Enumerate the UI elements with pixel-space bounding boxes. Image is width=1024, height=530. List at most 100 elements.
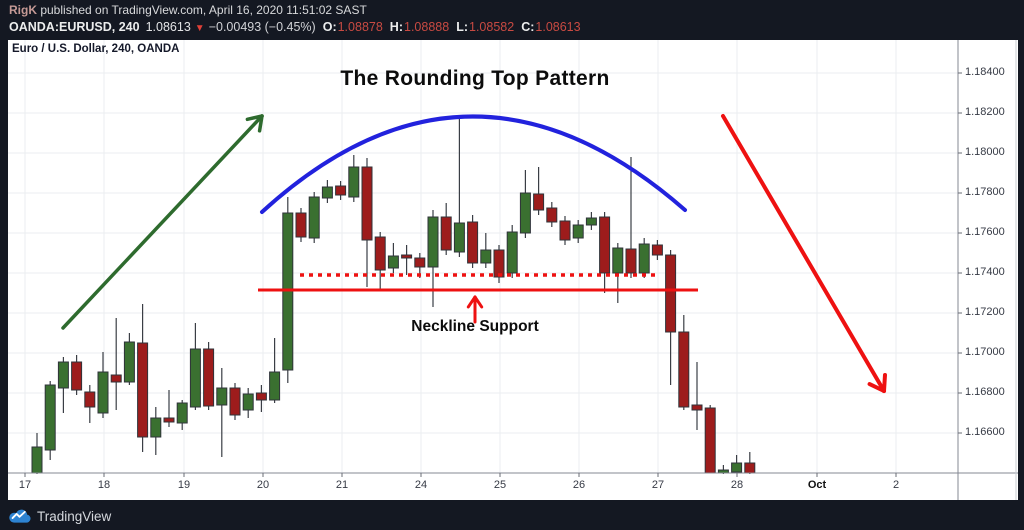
ohlc-value-2: 1.08582: [469, 20, 515, 34]
ohlc-label-2: L:: [456, 20, 468, 34]
rounding-top-arc: [260, 114, 687, 214]
annotations-layer: [61, 114, 887, 393]
candle: [625, 157, 637, 278]
top-info-bars: RigK published on TradingView.com, April…: [0, 0, 1024, 40]
candle: [269, 338, 281, 403]
chart-legend[interactable]: Euro / U.S. Dollar, 240, OANDA: [12, 43, 180, 55]
candle: [255, 385, 267, 412]
candle: [295, 208, 307, 242]
price-tick-label: 1.17600: [965, 226, 1005, 238]
candle: [374, 232, 386, 290]
candle: [150, 407, 162, 455]
candle: [731, 455, 743, 473]
tradingview-cloud-icon[interactable]: [8, 508, 31, 524]
candle: [612, 243, 624, 303]
price-tick-label: 1.17000: [965, 346, 1005, 358]
time-tick-label: 24: [414, 479, 428, 491]
price-tick-label: 1.18200: [965, 106, 1005, 118]
candle: [123, 333, 135, 385]
candle: [44, 381, 56, 460]
ohlc-label-3: C:: [521, 20, 535, 34]
axes-layer: [8, 40, 1018, 500]
candle: [427, 210, 439, 307]
last-price: 1.08613: [145, 20, 191, 34]
time-tick-label: 18: [97, 479, 111, 491]
candle: [585, 212, 597, 230]
candle: [401, 245, 413, 275]
ohlc-group: O:1.08878 H:1.08888 L:1.08582 C:1.08613: [316, 20, 581, 34]
candle: [467, 215, 479, 268]
time-tick-label: 26: [572, 479, 586, 491]
candle: [638, 238, 650, 278]
candle: [216, 368, 228, 457]
quote-bar: OANDA:EURUSD, 240 1.08613 ▼ −0.00493 (−0.45…: [9, 20, 581, 34]
time-tick-label: Oct: [807, 479, 827, 491]
candle: [387, 243, 399, 273]
candle: [704, 405, 716, 474]
symbol-label[interactable]: OANDA:EURUSD, 240: [9, 20, 140, 34]
time-tick-label: 19: [177, 479, 191, 491]
grid-layer: [8, 40, 958, 473]
price-tick-label: 1.18400: [965, 66, 1005, 78]
price-down-triangle-icon: ▼: [194, 23, 205, 34]
candle: [546, 202, 558, 227]
time-tick-label: 28: [730, 479, 744, 491]
candle: [506, 225, 518, 278]
time-tick-label: 17: [18, 479, 32, 491]
time-tick-label: 21: [335, 479, 349, 491]
candle: [665, 250, 677, 385]
candle: [71, 355, 83, 395]
time-tick-label: 2: [892, 479, 900, 491]
candles-layer: [31, 118, 756, 474]
author-name[interactable]: RigK: [9, 3, 37, 17]
downtrend-arrow: [721, 114, 887, 393]
support-pointer-arrow: [466, 295, 484, 324]
candle: [453, 118, 465, 257]
ohlc-label-1: H:: [389, 20, 403, 34]
tradingview-brand-text[interactable]: TradingView: [37, 508, 112, 524]
candle: [163, 390, 175, 427]
price-tick-label: 1.18000: [965, 146, 1005, 158]
pattern-title: The Rounding Top Pattern: [340, 67, 610, 90]
candle: [533, 167, 545, 215]
candle: [189, 323, 201, 410]
candle: [361, 158, 373, 287]
candle: [559, 216, 571, 245]
candle: [440, 203, 452, 255]
price-tick-label: 1.16600: [965, 426, 1005, 438]
attribution-text: published on TradingView.com, April 16, …: [37, 3, 367, 17]
time-tick-label: 25: [493, 479, 507, 491]
candle: [519, 170, 531, 238]
price-tick-label: 1.16800: [965, 386, 1005, 398]
price-tick-label: 1.17200: [965, 306, 1005, 318]
candle: [572, 220, 584, 243]
candle: [599, 212, 611, 293]
candle: [493, 245, 505, 283]
candle: [321, 180, 333, 203]
candle: [691, 362, 703, 430]
candle: [651, 240, 663, 260]
candle: [137, 304, 149, 452]
candle: [480, 233, 492, 268]
time-tick-label: 27: [651, 479, 665, 491]
price-change: −0.00493 (−0.45%): [208, 20, 316, 34]
candle: [229, 383, 241, 420]
price-tick-label: 1.17800: [965, 186, 1005, 198]
candle: [242, 388, 254, 418]
footer-bar: TradingView: [8, 504, 111, 528]
candle: [203, 342, 215, 410]
neckline-support-label: Neckline Support: [411, 318, 539, 335]
candle: [348, 155, 360, 202]
candle: [110, 318, 122, 410]
candle: [678, 315, 690, 410]
price-tick-label: 1.17400: [965, 266, 1005, 278]
time-tick-label: 20: [256, 479, 270, 491]
uptrend-arrow: [61, 114, 264, 330]
candle: [308, 192, 320, 243]
candle: [84, 385, 96, 423]
ohlc-value-0: 1.08878: [337, 20, 383, 34]
ohlc-value-3: 1.08613: [535, 20, 581, 34]
candle: [176, 400, 188, 430]
candle: [57, 357, 69, 413]
